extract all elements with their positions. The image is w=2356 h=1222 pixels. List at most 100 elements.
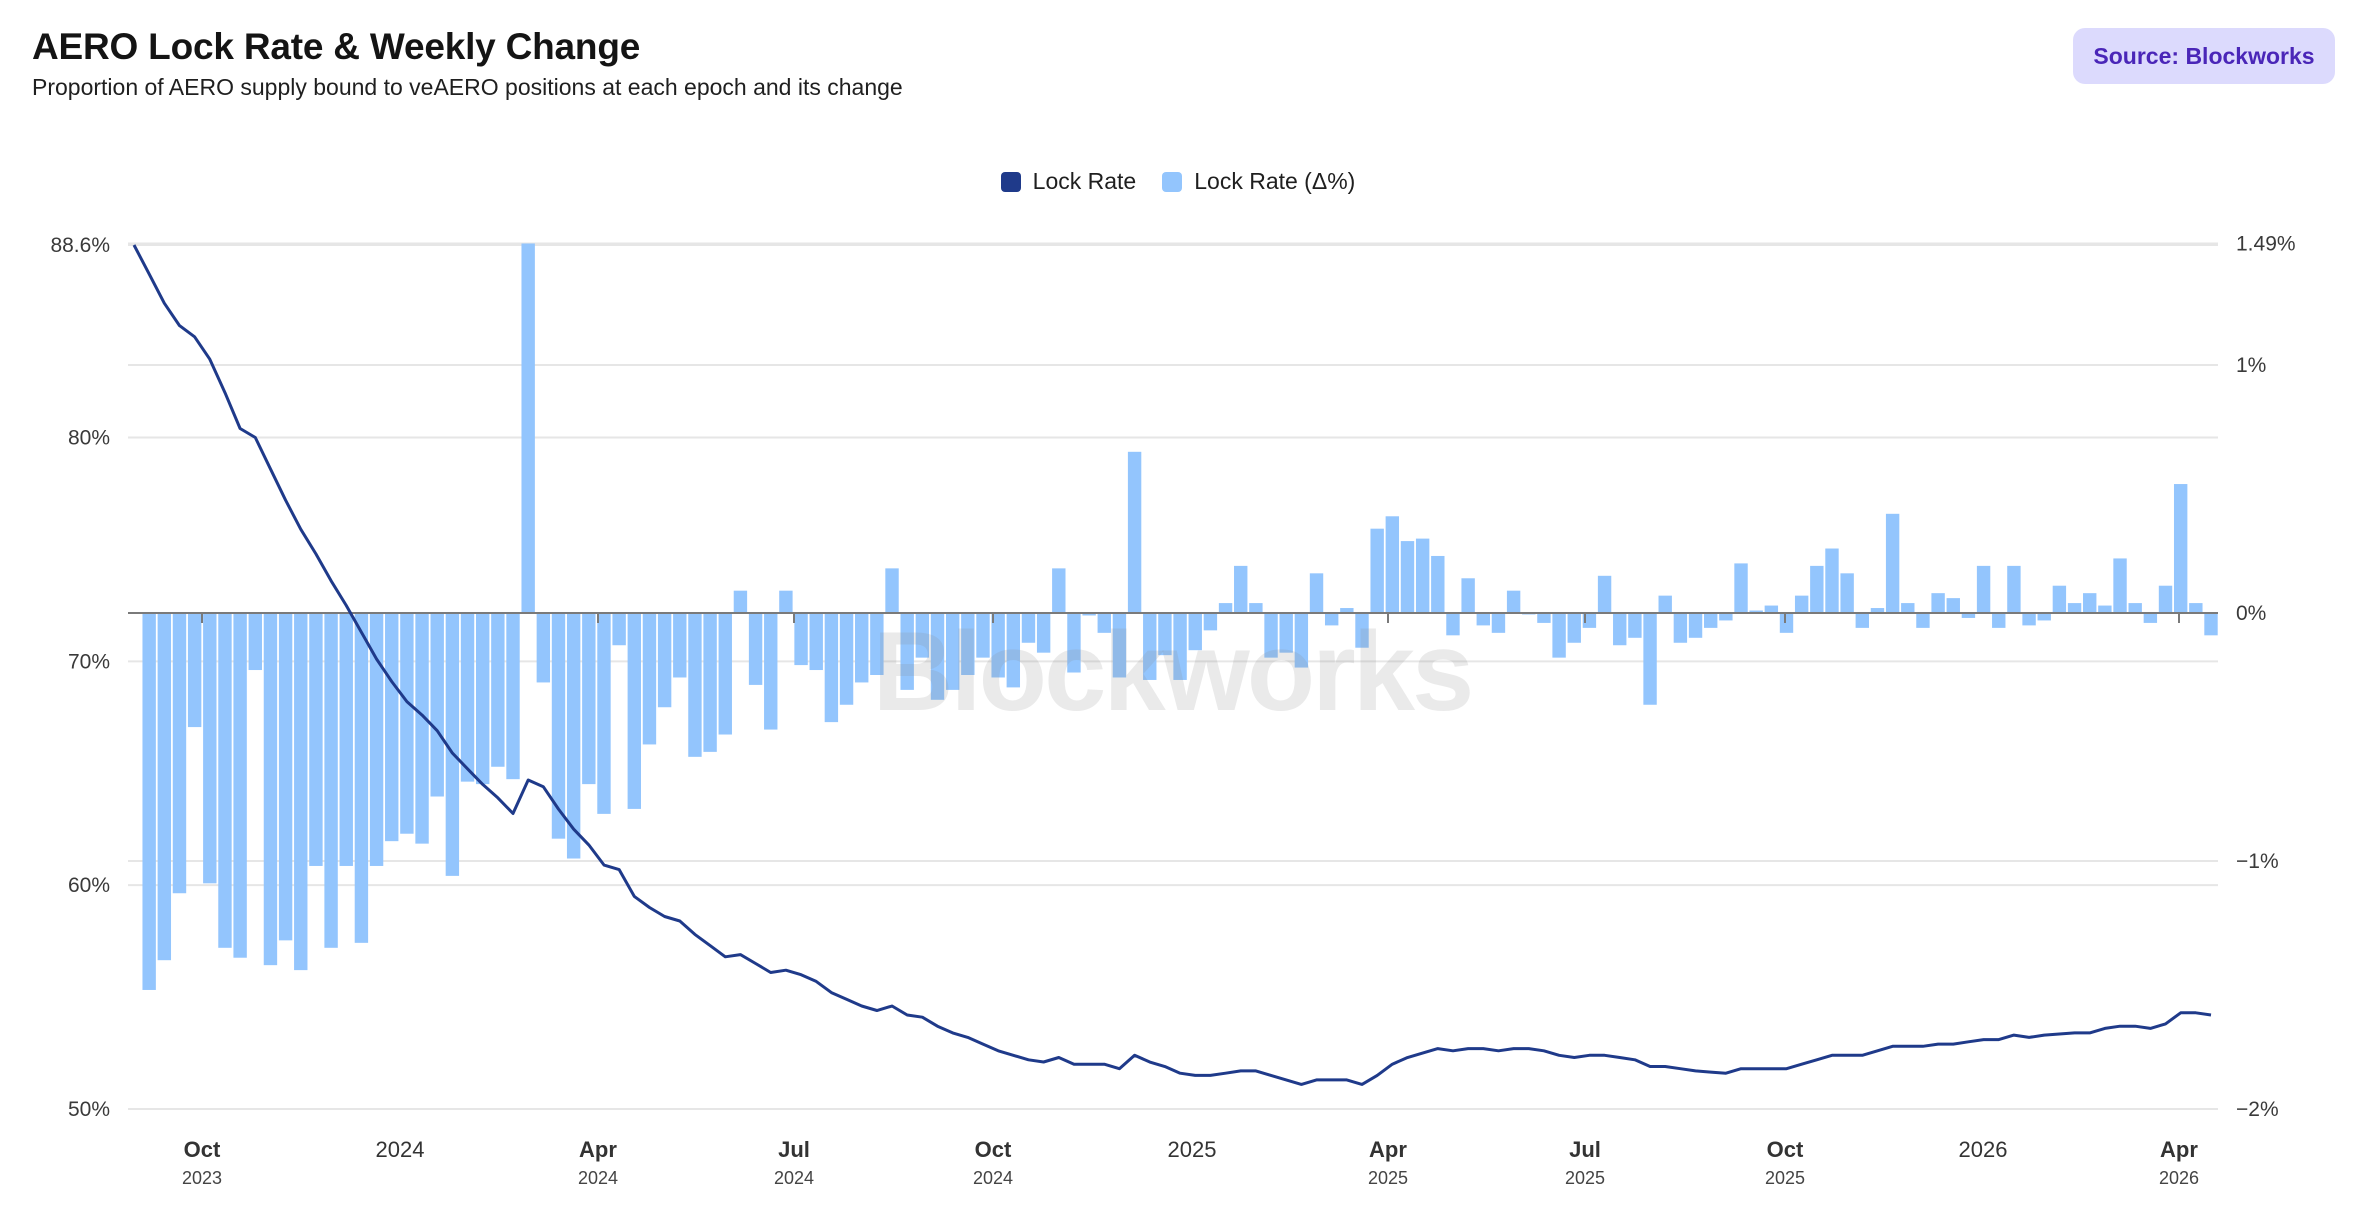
delta-bar bbox=[491, 613, 505, 767]
x-axis-tick-sublabel: 2025 bbox=[1565, 1168, 1605, 1188]
delta-bar bbox=[945, 613, 960, 690]
delta-bar bbox=[1188, 613, 1202, 651]
x-axis-tick-label: Apr bbox=[579, 1137, 617, 1162]
delta-bar bbox=[2067, 603, 2082, 613]
delta-bar bbox=[1461, 578, 1475, 613]
delta-bar bbox=[1446, 613, 1460, 636]
chart-title: AERO Lock Rate & Weekly Change bbox=[32, 26, 641, 67]
delta-bar bbox=[2083, 593, 2097, 613]
legend-item-lock-rate[interactable]: Lock Rate bbox=[1000, 168, 1136, 195]
delta-bar bbox=[2113, 558, 2127, 613]
delta-bar bbox=[1112, 613, 1127, 678]
delta-bar bbox=[1021, 613, 1036, 643]
delta-bar bbox=[1825, 548, 1839, 613]
delta-bar bbox=[1613, 613, 1627, 646]
delta-bar bbox=[339, 613, 353, 866]
delta-bar bbox=[733, 590, 748, 613]
delta-bar bbox=[839, 613, 854, 705]
delta-bar bbox=[1491, 613, 1506, 633]
lock-rate-swatch-icon bbox=[1000, 171, 1021, 192]
delta-bar bbox=[1234, 565, 1248, 613]
delta-bar bbox=[1779, 613, 1794, 633]
legend-item-lock-rate-delta[interactable]: Lock Rate (Δ%) bbox=[1162, 168, 1355, 195]
source-badge[interactable]: Source: Blockworks bbox=[2073, 28, 2335, 84]
delta-bar bbox=[294, 613, 308, 971]
delta-bar bbox=[1946, 598, 1960, 613]
right-axis-tick-label: −2% bbox=[2236, 1098, 2279, 1121]
delta-bar bbox=[1006, 613, 1021, 688]
delta-bar bbox=[1764, 605, 1779, 613]
delta-bar bbox=[309, 613, 323, 866]
delta-bar bbox=[1992, 613, 2006, 628]
right-axis-tick-label: 0% bbox=[2236, 602, 2266, 625]
delta-bar bbox=[536, 613, 551, 683]
delta-bar bbox=[1415, 538, 1430, 613]
delta-bar bbox=[1855, 613, 1870, 628]
delta-bar bbox=[2098, 605, 2112, 613]
delta-bar bbox=[582, 613, 596, 785]
delta-bar bbox=[2052, 585, 2067, 613]
x-axis-tick-sublabel: 2025 bbox=[1368, 1168, 1408, 1188]
left-axis-tick-label: 70% bbox=[68, 650, 110, 673]
delta-bar bbox=[475, 613, 490, 785]
delta-bar bbox=[1082, 613, 1096, 616]
delta-bar bbox=[460, 613, 475, 782]
x-axis-tick-label: Apr bbox=[1369, 1137, 1407, 1162]
delta-bar bbox=[1506, 590, 1521, 613]
delta-bar bbox=[1552, 613, 1566, 658]
delta-bar bbox=[506, 613, 520, 780]
delta-bar bbox=[2143, 613, 2158, 623]
x-axis-tick-sublabel: 2024 bbox=[578, 1168, 618, 1188]
delta-bar bbox=[1324, 613, 1339, 626]
x-axis-tick-sublabel: 2026 bbox=[2159, 1168, 2199, 1188]
delta-bar bbox=[1916, 613, 1930, 628]
delta-bar bbox=[885, 568, 899, 613]
delta-bar bbox=[1537, 613, 1551, 623]
delta-bar bbox=[627, 613, 641, 809]
delta-bar bbox=[1158, 613, 1172, 656]
delta-bar bbox=[1173, 613, 1187, 680]
delta-bar bbox=[794, 613, 808, 666]
left-axis-tick-label: 60% bbox=[68, 874, 110, 897]
delta-bar bbox=[324, 613, 338, 948]
delta-bar bbox=[1400, 541, 1415, 613]
delta-bar bbox=[1264, 613, 1278, 658]
delta-bar bbox=[2007, 565, 2021, 613]
zero-axis bbox=[128, 612, 2218, 623]
delta-bar bbox=[900, 613, 914, 690]
delta-bar bbox=[430, 613, 444, 797]
right-y-axis: 1.49% 1% 0% −1% −2% bbox=[2236, 232, 2296, 1121]
lock-rate-delta-swatch-icon bbox=[1162, 171, 1183, 192]
delta-bar bbox=[1688, 613, 1703, 638]
delta-bar bbox=[445, 613, 460, 876]
delta-bar bbox=[1203, 613, 1218, 631]
delta-bar bbox=[551, 613, 566, 839]
delta-bar bbox=[991, 613, 1005, 678]
delta-bar bbox=[779, 590, 793, 613]
delta-bar bbox=[915, 613, 930, 658]
delta-bar bbox=[961, 613, 975, 675]
delta-bar bbox=[415, 613, 429, 844]
right-axis-tick-label: 1% bbox=[2236, 354, 2266, 377]
delta-bar bbox=[2173, 484, 2188, 613]
delta-bar bbox=[642, 613, 657, 745]
delta-bar bbox=[1976, 565, 1991, 613]
delta-bar bbox=[1476, 613, 1490, 626]
delta-bar bbox=[870, 613, 884, 675]
delta-bar bbox=[157, 613, 172, 961]
delta-bar bbox=[824, 613, 839, 723]
delta-bar bbox=[1218, 603, 1233, 613]
delta-bar bbox=[2158, 585, 2173, 613]
delta-bar bbox=[203, 613, 217, 884]
delta-bar bbox=[718, 613, 732, 735]
delta-bar bbox=[1249, 603, 1263, 613]
delta-bar bbox=[1309, 573, 1324, 613]
delta-bar bbox=[764, 613, 778, 730]
x-axis-tick-sublabel: 2025 bbox=[1765, 1168, 1805, 1188]
delta-bar bbox=[1794, 595, 1809, 613]
delta-bar bbox=[385, 613, 399, 842]
delta-bar bbox=[1052, 568, 1066, 613]
delta-bar bbox=[521, 243, 535, 614]
lock-rate-line bbox=[132, 244, 2212, 1086]
